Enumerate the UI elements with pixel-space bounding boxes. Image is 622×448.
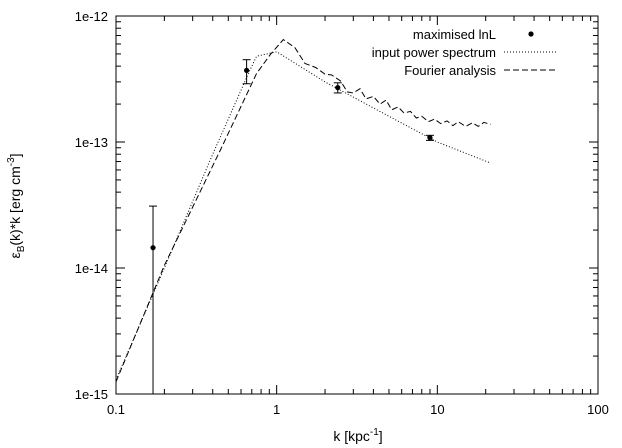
x-tick-label: 0.1 xyxy=(107,402,125,417)
tick-marks xyxy=(115,16,598,395)
series-line-dashed xyxy=(115,38,491,382)
point-marker xyxy=(244,67,250,74)
legend-label: input power spectrum xyxy=(372,45,496,60)
x-tick-label: 100 xyxy=(587,402,609,417)
legend-entry: input power spectrum xyxy=(372,45,558,60)
y-tick-label: 1e-12 xyxy=(75,9,108,24)
point-marker xyxy=(335,85,341,91)
plot-area xyxy=(115,38,491,394)
y-tick-labels: 1e-15 1e-14 1e-13 1e-12 xyxy=(75,9,108,402)
data-point xyxy=(333,82,342,94)
plot-frame xyxy=(115,15,599,395)
y-tick-label: 1e-14 xyxy=(75,261,108,276)
axes xyxy=(115,15,599,395)
legend-label: Fourier analysis xyxy=(404,63,496,78)
series-line-dotted xyxy=(115,51,491,380)
x-tick-label: 10 xyxy=(430,402,444,417)
data-point xyxy=(242,59,251,85)
legend: maximised lnL input power spectrum Fourier… xyxy=(372,27,558,78)
legend-label: maximised lnL xyxy=(413,27,496,42)
x-tick-labels: 0.1 1 10 100 xyxy=(107,402,609,417)
legend-entry: Fourier analysis xyxy=(404,63,558,78)
x-tick-label: 1 xyxy=(273,402,280,417)
point-marker xyxy=(150,245,156,251)
legend-entry: maximised lnL xyxy=(413,27,534,42)
y-tick-label: 1e-13 xyxy=(75,135,108,150)
legend-marker xyxy=(528,31,534,37)
y-axis-label: εB(k)*k [erg cm-3] xyxy=(6,153,27,258)
data-point xyxy=(149,205,158,394)
x-axis-label: k [kpc-1] xyxy=(333,427,382,444)
y-tick-label: 1e-15 xyxy=(75,387,108,402)
